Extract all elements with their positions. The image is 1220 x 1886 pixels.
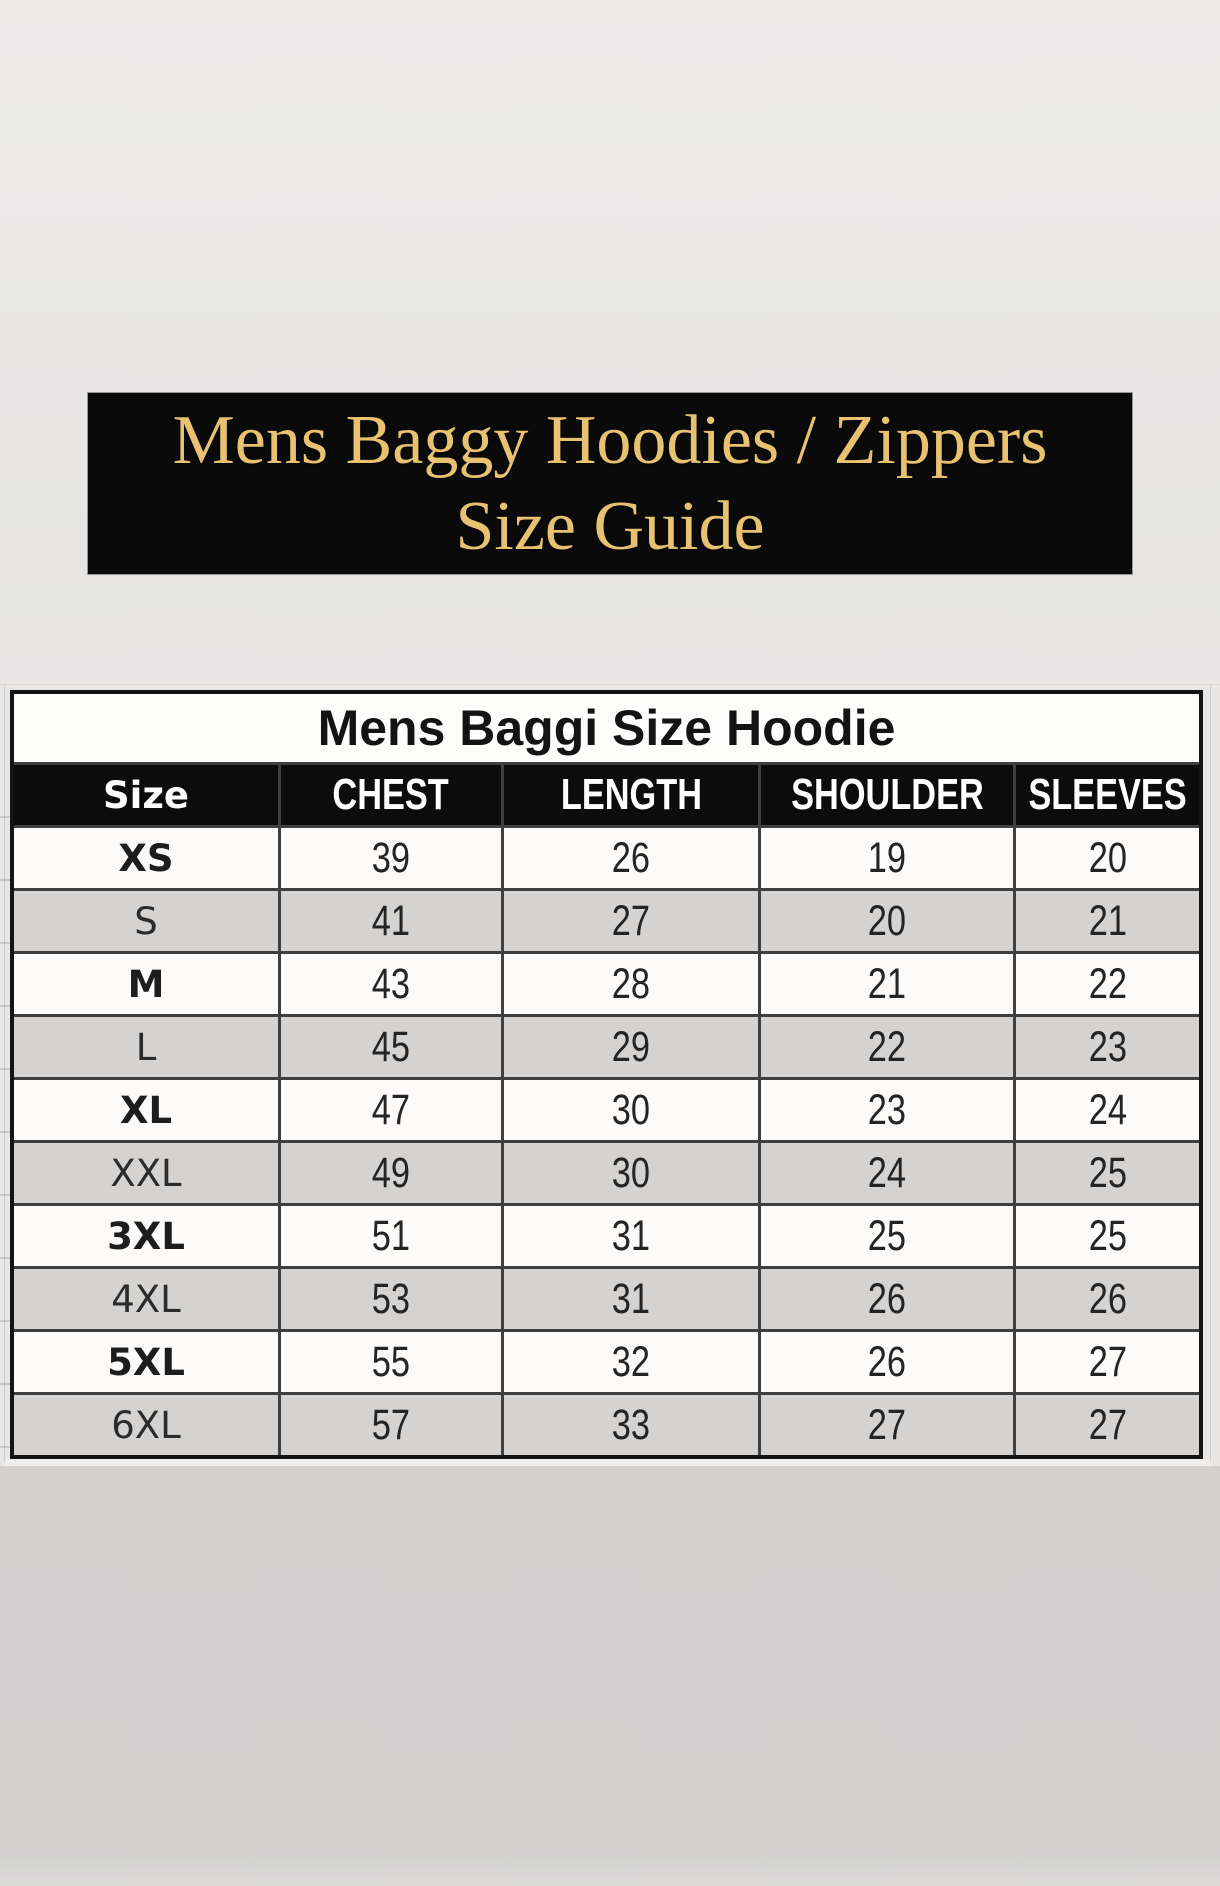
sleeves-value: 20 bbox=[1016, 828, 1199, 888]
chest-value: 53 bbox=[281, 1269, 501, 1329]
shoulder-value: 25 bbox=[761, 1206, 1013, 1266]
table-bottom-bevel bbox=[6, 1459, 1210, 1466]
size-label: 4XL bbox=[14, 1269, 278, 1329]
shoulder-value: 22 bbox=[761, 1017, 1013, 1077]
length-value: 28 bbox=[504, 954, 758, 1014]
length-value: 30 bbox=[504, 1080, 758, 1140]
sleeves-value: 21 bbox=[1016, 891, 1199, 951]
size-label: XXL bbox=[14, 1143, 278, 1203]
sleeves-value: 23 bbox=[1016, 1017, 1199, 1077]
gridline-artifact-left bbox=[4, 685, 5, 1461]
chest-value: 49 bbox=[281, 1143, 501, 1203]
size-label: 6XL bbox=[14, 1395, 278, 1455]
sleeves-value: 27 bbox=[1016, 1395, 1199, 1455]
sleeves-value: 25 bbox=[1016, 1206, 1199, 1266]
size-label: S bbox=[14, 891, 278, 951]
column-header-length: LENGTH bbox=[504, 765, 758, 825]
sleeves-value: 22 bbox=[1016, 954, 1199, 1014]
banner-title-line-1: Mens Baggy Hoodies / Zippers bbox=[172, 401, 1048, 479]
chest-value: 41 bbox=[281, 891, 501, 951]
column-header-shoulder: SHOULDER bbox=[761, 765, 1013, 825]
table-title: Mens Baggi Size Hoodie bbox=[14, 694, 1199, 762]
length-value: 26 bbox=[504, 828, 758, 888]
bottom-background bbox=[0, 1466, 1220, 1886]
gridline-artifact-right bbox=[1210, 685, 1211, 1461]
shoulder-value: 20 bbox=[761, 891, 1013, 951]
length-value: 33 bbox=[504, 1395, 758, 1455]
chest-value: 47 bbox=[281, 1080, 501, 1140]
column-header-chest: CHEST bbox=[281, 765, 501, 825]
sleeves-value: 27 bbox=[1016, 1332, 1199, 1392]
length-value: 32 bbox=[504, 1332, 758, 1392]
shoulder-value: 19 bbox=[761, 828, 1013, 888]
length-value: 27 bbox=[504, 891, 758, 951]
size-label: XL bbox=[14, 1080, 278, 1140]
shoulder-value: 26 bbox=[761, 1269, 1013, 1329]
size-label: 3XL bbox=[14, 1206, 278, 1266]
length-value: 29 bbox=[504, 1017, 758, 1077]
length-value: 31 bbox=[504, 1206, 758, 1266]
chest-value: 55 bbox=[281, 1332, 501, 1392]
size-label: M bbox=[14, 954, 278, 1014]
shoulder-value: 23 bbox=[761, 1080, 1013, 1140]
chest-value: 39 bbox=[281, 828, 501, 888]
gridline-artifact-top bbox=[0, 684, 1220, 685]
length-value: 30 bbox=[504, 1143, 758, 1203]
chest-value: 51 bbox=[281, 1206, 501, 1266]
table-title-text: Mens Baggi Size Hoodie bbox=[317, 700, 896, 756]
gridline-artifact-row-ticks bbox=[0, 816, 10, 1461]
size-label: L bbox=[14, 1017, 278, 1077]
sleeves-value: 25 bbox=[1016, 1143, 1199, 1203]
column-header-size: Size bbox=[14, 765, 278, 825]
chest-value: 43 bbox=[281, 954, 501, 1014]
sleeves-value: 26 bbox=[1016, 1269, 1199, 1329]
size-label: 5XL bbox=[14, 1332, 278, 1392]
banner: Mens Baggy Hoodies / Zippers Size Guide bbox=[88, 393, 1132, 574]
banner-title-line-2: Size Guide bbox=[455, 487, 765, 565]
size-chart-table: Mens Baggi Size Hoodie Size CHEST LENGTH… bbox=[10, 690, 1203, 1459]
sleeves-value: 24 bbox=[1016, 1080, 1199, 1140]
chest-value: 45 bbox=[281, 1017, 501, 1077]
size-label: XS bbox=[14, 828, 278, 888]
length-value: 31 bbox=[504, 1269, 758, 1329]
column-header-sleeves: SLEEVES bbox=[1016, 765, 1199, 825]
shoulder-value: 27 bbox=[761, 1395, 1013, 1455]
chest-value: 57 bbox=[281, 1395, 501, 1455]
shoulder-value: 26 bbox=[761, 1332, 1013, 1392]
shoulder-value: 21 bbox=[761, 954, 1013, 1014]
shoulder-value: 24 bbox=[761, 1143, 1013, 1203]
